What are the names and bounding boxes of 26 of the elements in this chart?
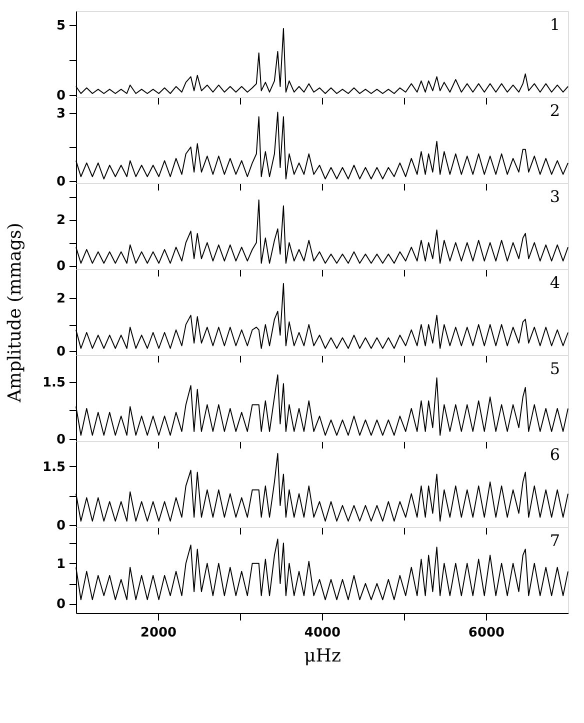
x-tick-label: 4000: [304, 626, 341, 640]
annotation: 2: [550, 101, 560, 120]
y-tick-label: 1.5: [42, 460, 66, 475]
y-tick-label: 0: [56, 344, 66, 360]
y-tick-label: 2: [56, 213, 66, 228]
y-tick-label: 1: [56, 556, 66, 572]
y-tick-label: 2: [56, 292, 66, 307]
y-tick-label: 0: [56, 88, 66, 104]
y-tick-label: 0: [56, 518, 66, 534]
annotation: 4: [550, 273, 560, 292]
x-tick-label: 6000: [468, 626, 505, 640]
annotation: 1: [550, 15, 560, 34]
annotation: 5: [550, 359, 560, 378]
y-tick-label: 5: [56, 18, 66, 34]
y-tick-label: 0: [56, 174, 66, 190]
y-tick-label: 0: [56, 597, 66, 612]
y-tick-label: 0: [56, 432, 66, 448]
x-axis-title: μHz: [304, 646, 341, 666]
annotation: 6: [550, 445, 560, 464]
y-tick-label: 0: [56, 259, 66, 274]
annotation: 3: [550, 187, 560, 206]
y-tick-label: 3: [56, 106, 66, 122]
y-axis-title: Amplitude (mmags): [4, 222, 26, 404]
y-tick-label: 1.5: [42, 375, 66, 390]
annotation: 7: [550, 531, 560, 550]
x-tick-label: 2000: [140, 626, 177, 640]
